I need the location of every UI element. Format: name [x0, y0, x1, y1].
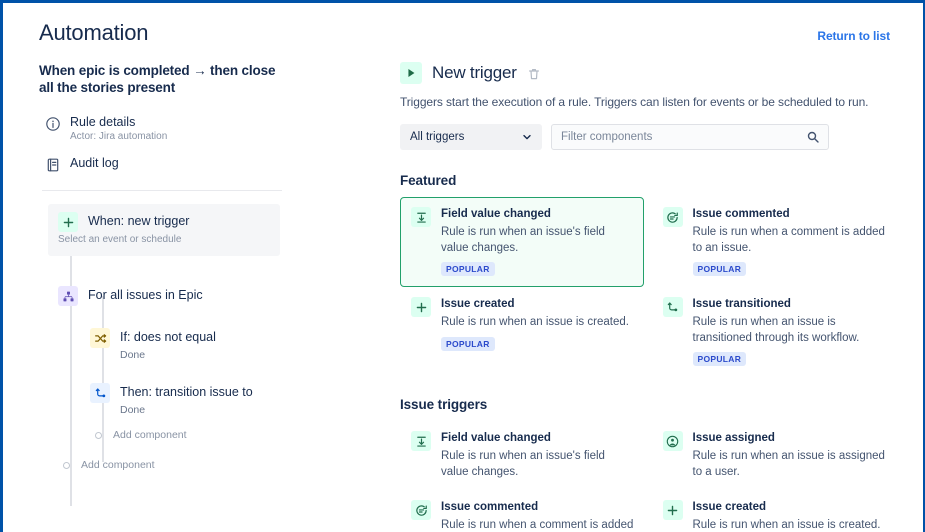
- trigger-panel-description: Triggers start the execution of a rule. …: [400, 95, 869, 109]
- card-title: Issue commented: [441, 501, 539, 513]
- card-description: Rule is run when an issue is created.: [441, 316, 629, 328]
- branch-hierarchy-icon: [58, 286, 78, 306]
- card-title: Issue created: [692, 501, 767, 513]
- rule-name: When epic is completed → then close all …: [39, 63, 276, 95]
- audit-log-icon: [45, 157, 61, 173]
- trigger-card-issue-created-2[interactable]: Issue created Rule is run when an issue …: [652, 490, 896, 532]
- card-description: Rule is run when a comment is added to a…: [692, 226, 885, 254]
- add-component-dot-icon: [95, 431, 102, 439]
- trigger-card-issue-commented[interactable]: Issue commented Rule is run when a comme…: [652, 197, 896, 287]
- add-component-label: Add component: [81, 459, 155, 471]
- info-circle-icon: [45, 116, 61, 132]
- page-title: Automation: [39, 20, 149, 45]
- flow-spine-branch: [102, 296, 104, 462]
- play-icon: [400, 62, 422, 84]
- card-title: Issue commented: [692, 208, 790, 220]
- flow-node-if-does-not-equal[interactable]: If: does not equal Done: [39, 324, 289, 361]
- rule-meta-list: Rule details Actor: Jira automation Audi…: [39, 112, 388, 175]
- rule-sidebar: When epic is completed → then close all …: [3, 46, 388, 506]
- trigger-card-issue-created[interactable]: Issue created Rule is run when an issue …: [400, 287, 644, 362]
- add-component-branch-button[interactable]: Add component: [39, 429, 289, 441]
- plus-icon: [662, 500, 683, 520]
- plus-icon: [58, 212, 78, 232]
- trigger-panel: New trigger Triggers start the execution…: [388, 46, 923, 532]
- flow-node-title: Then: transition issue to: [120, 385, 253, 399]
- issue-trigger-card-grid: Field value changed Rule is run when an …: [400, 421, 895, 532]
- field-value-changed-icon: [411, 431, 431, 451]
- flow-node-for-all-issues-in-epic[interactable]: For all issues in Epic: [39, 282, 289, 306]
- trigger-card-field-value-changed-2[interactable]: Field value changed Rule is run when an …: [400, 421, 644, 490]
- trigger-panel-title: New trigger: [432, 63, 517, 82]
- trigger-panel-header: New trigger: [400, 62, 895, 84]
- page-columns: When epic is completed → then close all …: [3, 46, 923, 532]
- flow-node-title: For all issues in Epic: [88, 288, 203, 302]
- card-description: Rule is run when a comment is added to a…: [441, 519, 634, 531]
- card-title: Issue created: [441, 298, 515, 310]
- card-description: Rule is run when an issue is created.: [692, 519, 881, 531]
- card-description: Rule is run when an issue is assigned to…: [692, 450, 885, 478]
- issue-commented-icon: [662, 207, 683, 227]
- condition-shuffle-icon: [90, 328, 110, 348]
- flow-node-sub: Select an event or schedule: [58, 234, 182, 245]
- rule-details-label: Rule details: [70, 115, 136, 129]
- sidebar-item-rule-details[interactable]: Rule details Actor: Jira automation: [39, 112, 388, 145]
- rule-actor: Actor: Jira automation: [70, 131, 168, 142]
- trigger-card-issue-assigned[interactable]: Issue assigned Rule is run when an issue…: [652, 421, 896, 490]
- audit-log-label: Audit log: [70, 156, 119, 170]
- featured-card-grid: Field value changed Rule is run when an …: [400, 197, 895, 377]
- issue-transitioned-icon: [662, 297, 683, 317]
- status-badge: POPULAR: [441, 262, 495, 276]
- flow-node-title: When: new trigger: [88, 214, 190, 228]
- status-badge: POPULAR: [692, 352, 747, 366]
- automation-page: Automation Return to list When epic is c…: [3, 3, 923, 532]
- page-header: Automation Return to list: [3, 3, 923, 46]
- filter-components-searchbox[interactable]: [551, 124, 829, 150]
- section-title: Featured: [400, 173, 457, 188]
- card-description: Rule is run when an issue's field value …: [441, 450, 605, 478]
- trigger-card-issue-commented-2[interactable]: Issue commented Rule is run when a comme…: [400, 490, 644, 532]
- search-input[interactable]: [561, 131, 791, 143]
- trigger-filter-controls: All triggers: [400, 124, 895, 150]
- add-component-label: Add component: [113, 429, 187, 441]
- sidebar-item-audit-log[interactable]: Audit log: [39, 153, 388, 175]
- search-icon: [807, 131, 819, 143]
- field-value-changed-icon: [411, 207, 431, 227]
- flow-node-sub: Done: [120, 404, 146, 416]
- issue-commented-icon: [411, 500, 431, 520]
- flow-gap: [39, 256, 289, 282]
- add-component-root-button[interactable]: Add component: [39, 459, 289, 471]
- chevron-down-icon: [522, 132, 532, 142]
- section-issue-triggers: Issue triggers Field value changed Rule …: [400, 397, 895, 532]
- card-title: Field value changed: [441, 208, 551, 220]
- card-title: Field value changed: [441, 432, 551, 444]
- all-triggers-select[interactable]: All triggers: [400, 124, 542, 150]
- flow-node-when-new-trigger[interactable]: When: new trigger Select an event or sch…: [48, 204, 280, 256]
- flow-spine-main: [70, 228, 72, 506]
- card-description: Rule is run when an issue's field value …: [441, 226, 605, 254]
- flow-gap: [39, 361, 289, 379]
- trash-icon[interactable]: [527, 67, 541, 81]
- return-to-list-link[interactable]: Return to list: [817, 29, 890, 43]
- flow-gap: [39, 306, 289, 324]
- section-title: Issue triggers: [400, 397, 488, 412]
- card-description: Rule is run when an issue is transitione…: [692, 316, 860, 344]
- issue-assigned-icon: [662, 431, 683, 451]
- sidebar-divider: [42, 190, 282, 191]
- add-component-dot-icon: [63, 461, 70, 469]
- transition-arrow-icon: [90, 383, 110, 403]
- status-badge: POPULAR: [441, 336, 495, 351]
- card-title: Issue assigned: [692, 432, 775, 444]
- all-triggers-select-value: All triggers: [410, 131, 465, 143]
- trigger-card-issue-transitioned[interactable]: Issue transitioned Rule is run when an i…: [652, 287, 896, 377]
- status-badge: POPULAR: [692, 262, 747, 276]
- flow-node-title: If: does not equal: [120, 330, 216, 344]
- flow-node-sub: Done: [120, 349, 146, 361]
- trigger-card-field-value-changed[interactable]: Field value changed Rule is run when an …: [400, 197, 644, 287]
- flow-node-then-transition-issue[interactable]: Then: transition issue to Done: [39, 379, 289, 416]
- card-title: Issue transitioned: [692, 298, 791, 310]
- section-featured: Featured Field value changed Rule is run…: [400, 173, 895, 377]
- rule-flow-tree: When: new trigger Select an event or sch…: [39, 204, 289, 506]
- plus-icon: [411, 297, 431, 317]
